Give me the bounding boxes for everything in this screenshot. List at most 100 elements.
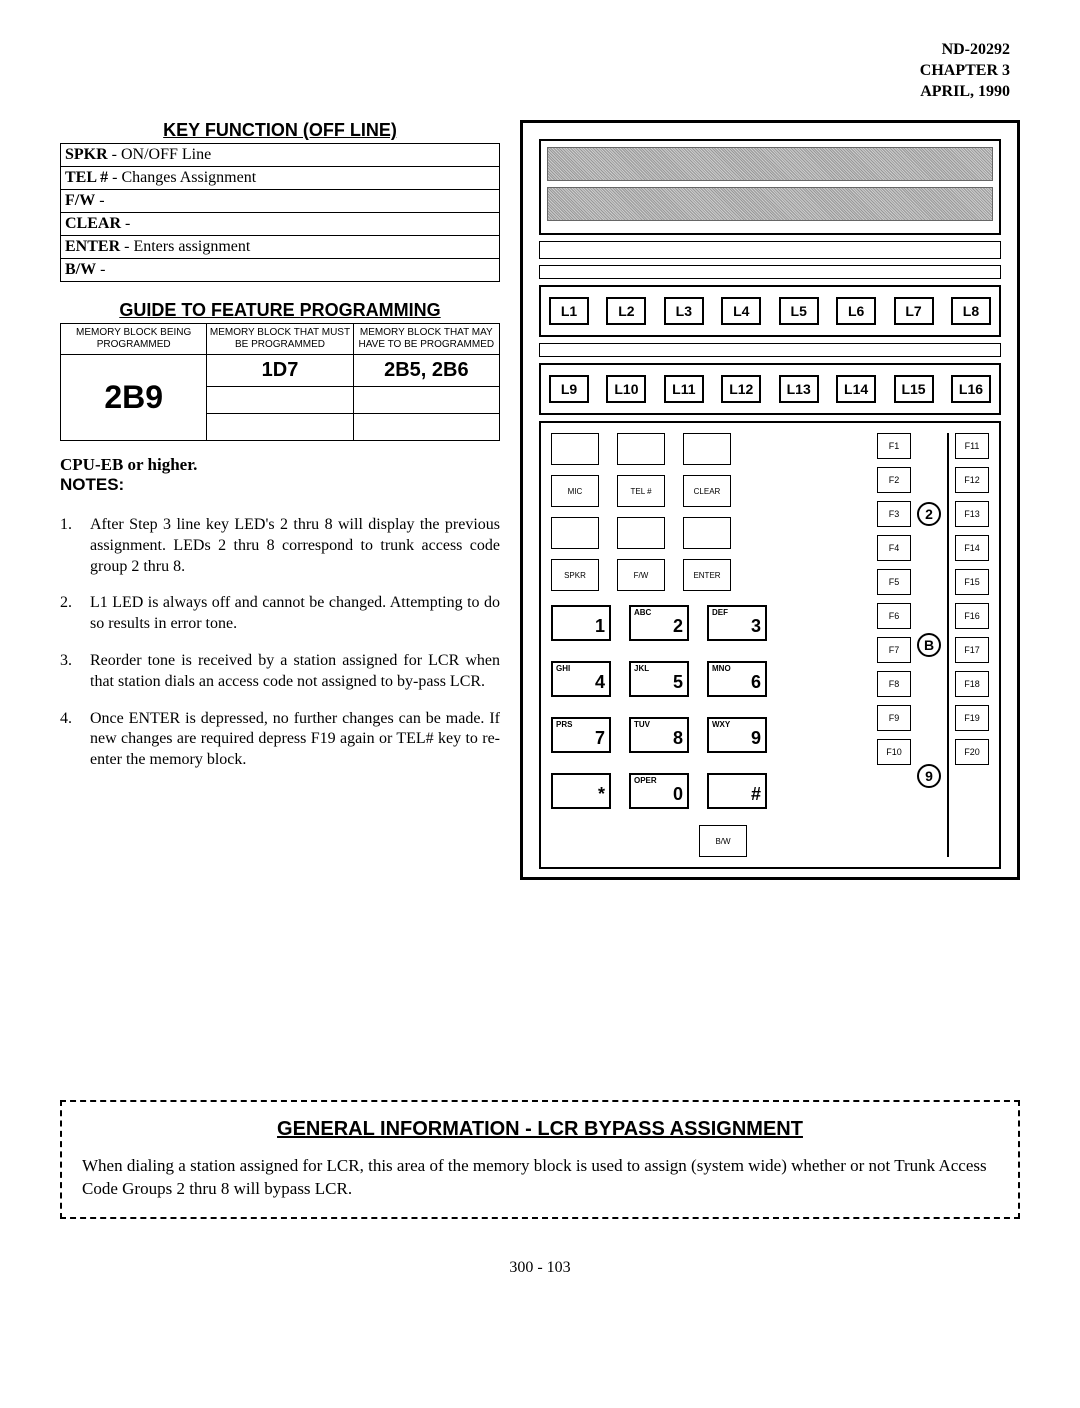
key-6[interactable]: MNO6 [707,661,767,697]
kf-desc: - Changes Assignment [108,169,256,186]
f-key[interactable]: F2 [877,467,911,493]
divider [947,433,949,857]
note: Once ENTER is depressed, no further chan… [90,709,500,771]
key-9[interactable]: WXY9 [707,717,767,753]
f-key[interactable]: F9 [877,705,911,731]
guide-table: MEMORY BLOCK BEING PROGRAMMED MEMORY BLO… [60,323,500,441]
f-key[interactable]: F12 [955,467,989,493]
l-key[interactable]: L3 [664,297,704,325]
blank-key[interactable] [617,433,665,465]
l-key[interactable]: L10 [606,375,646,403]
general-info-box: GENERAL INFORMATION - LCR BYPASS ASSIGNM… [60,1100,1020,1219]
doc-id: ND-20292 [920,40,1010,61]
kf-key: ENTER [65,238,120,255]
doc-date: APRIL, 1990 [920,82,1010,103]
l-key[interactable]: L5 [779,297,819,325]
f-key[interactable]: F20 [955,739,989,765]
f-key[interactable]: F17 [955,637,989,663]
kf-desc: - [95,192,104,209]
note: After Step 3 line key LED's 2 thru 8 wil… [90,515,500,577]
kf-table: SPKR - ON/OFF Line TEL # - Changes Assig… [60,143,500,282]
f-key[interactable]: F6 [877,603,911,629]
f-key[interactable]: F16 [955,603,989,629]
display-box [539,139,1001,235]
key-1[interactable]: 1 [551,605,611,641]
key-4[interactable]: GHI4 [551,661,611,697]
kf-key: CLEAR [65,215,121,232]
mic-key[interactable]: MIC [551,475,599,507]
strip [539,241,1001,259]
f-key[interactable]: F15 [955,569,989,595]
key-5[interactable]: JKL5 [629,661,689,697]
key-2[interactable]: ABC2 [629,605,689,641]
notes-list: 1.After Step 3 line key LED's 2 thru 8 w… [60,515,500,771]
kf-desc: - [96,261,105,278]
l-key[interactable]: L9 [549,375,589,403]
l-key[interactable]: L16 [951,375,991,403]
step-circle: 9 [917,764,941,788]
f-key[interactable]: F14 [955,535,989,561]
general-body: When dialing a station assigned for LCR,… [82,1155,998,1201]
phone-panel: L1 L2 L3 L4 L5 L6 L7 L8 L9 L10 L11 L12 L… [520,120,1020,880]
kf-key: F/W [65,192,95,209]
l-key[interactable]: L14 [836,375,876,403]
dial-area: MIC TEL # CLEAR SPKR F/W ENTER 1 ABC2 DE… [551,433,869,857]
f-key[interactable]: F1 [877,433,911,459]
l-key[interactable]: L4 [721,297,761,325]
blank-key[interactable] [551,517,599,549]
bw-key[interactable]: B/W [699,825,747,857]
step-circle: 2 [917,502,941,526]
guide-title: GUIDE TO FEATURE PROGRAMMING [60,300,500,321]
notes-label: NOTES: [60,475,500,495]
enter-key[interactable]: ENTER [683,559,731,591]
fw-key[interactable]: F/W [617,559,665,591]
guide-c3: 2B5, 2B6 [353,355,499,387]
dial-grid: 1 ABC2 DEF3 GHI4 JKL5 MNO6 PRS7 TUV8 WXY… [551,605,869,815]
l-key[interactable]: L1 [549,297,589,325]
f-key[interactable]: F11 [955,433,989,459]
l-key[interactable]: L15 [894,375,934,403]
f-key[interactable]: F4 [877,535,911,561]
blank-key[interactable] [551,433,599,465]
l-key[interactable]: L6 [836,297,876,325]
f-key[interactable]: F5 [877,569,911,595]
display-line [547,187,993,221]
strip [539,343,1001,357]
l-key[interactable]: L8 [951,297,991,325]
l-key[interactable]: L11 [664,375,704,403]
f-key[interactable]: F10 [877,739,911,765]
kf-desc: - ON/OFF Line [108,146,212,163]
kf-key: SPKR [65,146,108,163]
key-hash[interactable]: # [707,773,767,809]
step-circle: B [917,633,941,657]
page-number: 300 - 103 [60,1259,1020,1277]
guide-h2: MEMORY BLOCK THAT MUST BE PROGRAMMED [207,324,353,355]
key-3[interactable]: DEF3 [707,605,767,641]
key-7[interactable]: PRS7 [551,717,611,753]
f-key[interactable]: F8 [877,671,911,697]
clear-key[interactable]: CLEAR [683,475,731,507]
f-key-area: F1 F2 F3 F4 F5 F6 F7 F8 F9 F10 2 B [877,433,989,857]
spkr-key[interactable]: SPKR [551,559,599,591]
l-key[interactable]: L2 [606,297,646,325]
f-key[interactable]: F7 [877,637,911,663]
key-star[interactable]: * [551,773,611,809]
f-key[interactable]: F19 [955,705,989,731]
note: Reorder tone is received by a station as… [90,651,500,693]
key-8[interactable]: TUV8 [629,717,689,753]
l-key[interactable]: L12 [721,375,761,403]
general-title: GENERAL INFORMATION - LCR BYPASS ASSIGNM… [82,1118,998,1141]
l-key[interactable]: L13 [779,375,819,403]
key-0[interactable]: OPER0 [629,773,689,809]
f-key[interactable]: F3 [877,501,911,527]
guide-c2: 1D7 [207,355,353,387]
guide-main: 2B9 [61,355,207,441]
blank-key[interactable] [617,517,665,549]
f-key[interactable]: F18 [955,671,989,697]
l-key[interactable]: L7 [894,297,934,325]
tel-key[interactable]: TEL # [617,475,665,507]
f-key[interactable]: F13 [955,501,989,527]
blank-key[interactable] [683,433,731,465]
doc-chapter: CHAPTER 3 [920,61,1010,82]
blank-key[interactable] [683,517,731,549]
